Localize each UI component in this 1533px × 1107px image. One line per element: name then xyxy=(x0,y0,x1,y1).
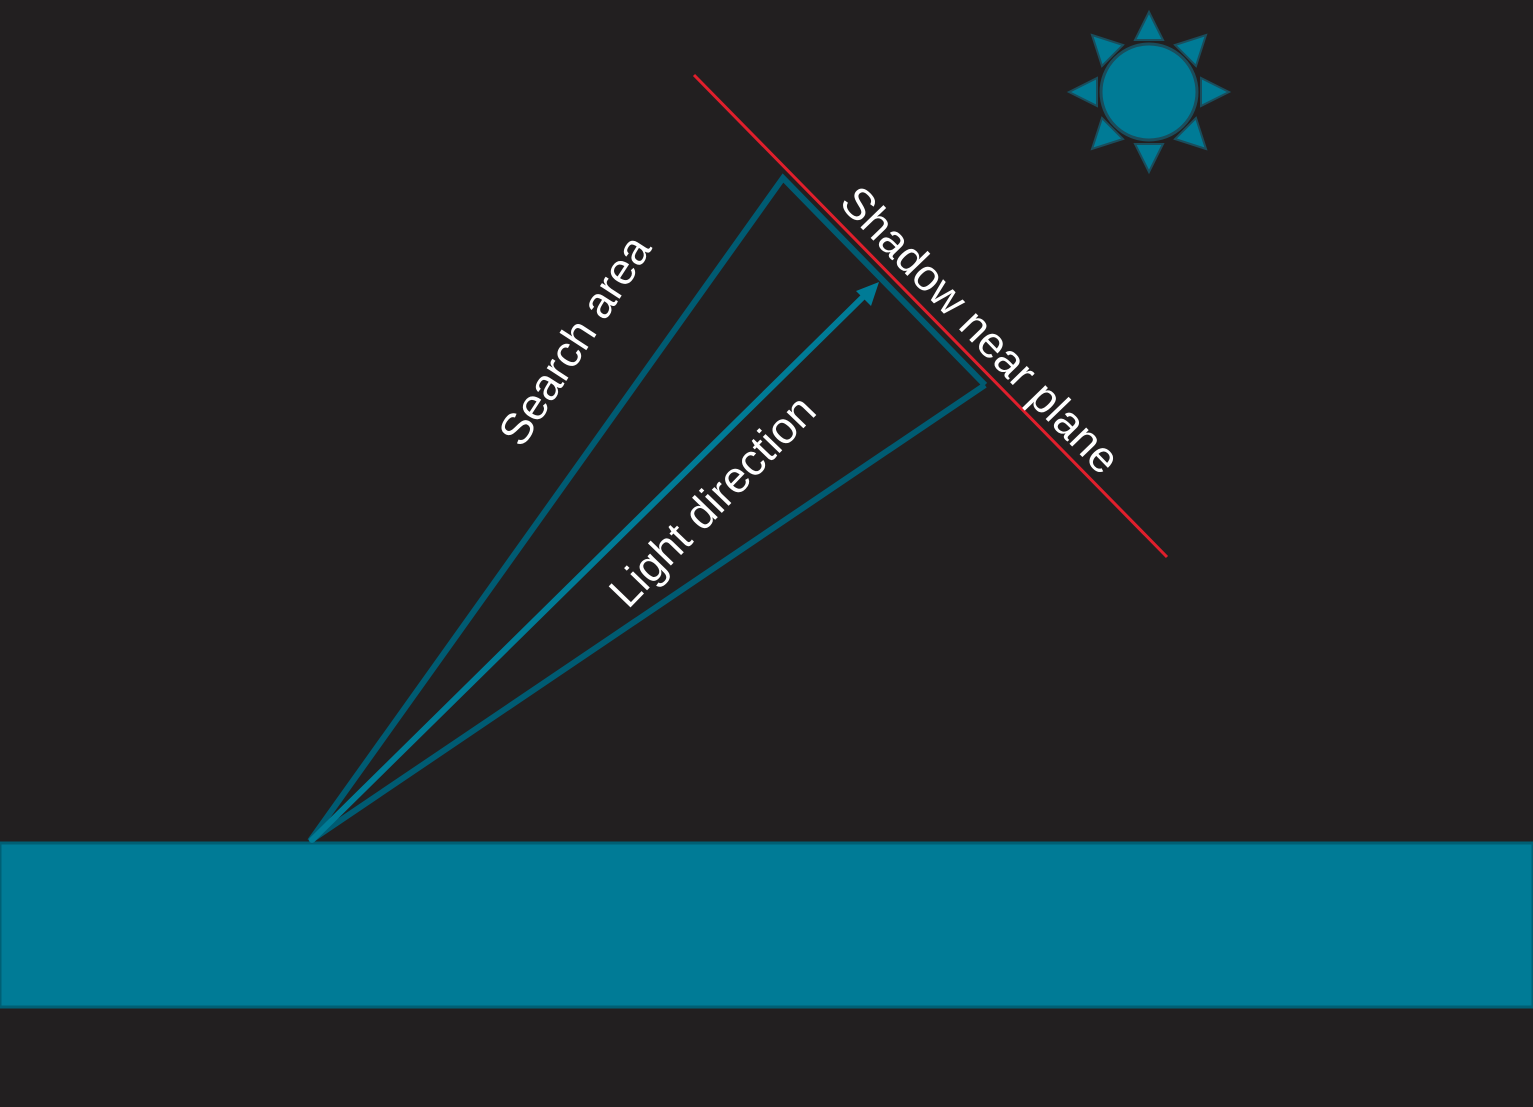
arrowhead-icon xyxy=(856,282,879,306)
sun-icon xyxy=(1066,9,1232,175)
shadow-near-plane-line xyxy=(692,73,1169,559)
search-area-cone xyxy=(307,173,988,844)
ground-surface xyxy=(0,841,1533,1009)
light-direction-arrow xyxy=(309,293,867,843)
